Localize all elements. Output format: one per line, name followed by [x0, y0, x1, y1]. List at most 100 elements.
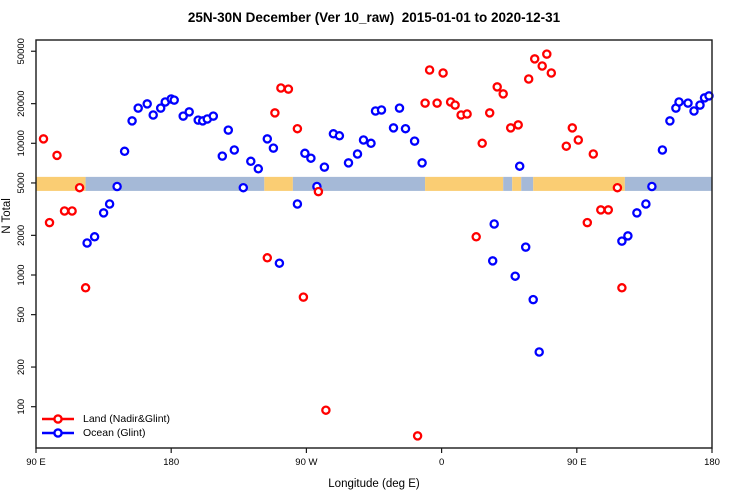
surface-band-ocean [85, 176, 265, 191]
data-point-land [38, 134, 49, 144]
y-tick-label: 100 [16, 399, 27, 415]
data-point-ocean [695, 100, 705, 110]
legend-item-ocean: Ocean (Glint) [41, 426, 170, 440]
y-tick-label: 50000 [16, 38, 27, 64]
y-axis-title: N Total [1, 198, 13, 234]
data-point-ocean [352, 149, 363, 159]
data-point-ocean [400, 123, 411, 134]
data-point-ocean [184, 107, 194, 117]
data-point-land [283, 84, 294, 94]
data-point-ocean [142, 99, 152, 109]
surface-band-land [533, 176, 625, 191]
data-point-ocean [417, 158, 427, 168]
data-point-ocean [510, 271, 520, 281]
data-point-ocean [683, 98, 693, 108]
data-point-ocean [208, 111, 219, 121]
data-point-land [546, 68, 557, 78]
data-point-land [596, 205, 606, 215]
data-point-land [498, 89, 508, 99]
data-point-ocean [534, 347, 544, 357]
surface-band-ocean [503, 176, 513, 191]
x-tick-label: 90 W [295, 457, 317, 468]
surface-band-land [36, 176, 86, 191]
data-point-ocean [358, 135, 369, 145]
data-point-ocean [343, 158, 354, 168]
data-point-land [612, 182, 623, 193]
data-point-land [542, 49, 552, 59]
data-point-ocean [262, 134, 273, 144]
data-point-ocean [223, 125, 234, 135]
data-point-land [462, 109, 472, 119]
data-point-ocean [300, 148, 310, 159]
data-point-land [492, 82, 502, 92]
data-point-ocean [689, 106, 699, 116]
x-tick-label: 0 [439, 457, 444, 468]
data-point-ocean [366, 138, 376, 149]
data-point-land [432, 98, 442, 108]
data-point-ocean [319, 162, 330, 172]
y-tick-label: 5000 [16, 172, 27, 193]
data-point-ocean [334, 131, 345, 141]
data-point-ocean [376, 105, 387, 115]
y-tick-label: 20000 [16, 90, 27, 116]
data-point-ocean [119, 146, 130, 157]
data-point-land [588, 149, 599, 159]
data-point-ocean [253, 164, 264, 174]
x-tick-label: 180 [704, 457, 720, 468]
y-tick-label: 1000 [16, 264, 27, 285]
legend-item-land: Land (Nadir&Glint) [41, 412, 170, 426]
surface-band-ocean [624, 176, 712, 191]
data-point-ocean [268, 143, 279, 153]
legend-label-ocean: Ocean (Glint) [83, 427, 146, 439]
data-point-land [561, 141, 572, 151]
data-point-land [537, 61, 547, 71]
data-point-land [59, 206, 70, 216]
data-point-land [262, 253, 273, 263]
land-marker-icon [42, 414, 74, 424]
data-point-land [438, 68, 448, 78]
data-point-land [321, 405, 331, 415]
data-point-ocean [394, 103, 405, 113]
data-point-ocean [306, 153, 316, 163]
data-point-ocean [217, 151, 228, 161]
data-point-ocean [89, 232, 100, 242]
data-point-ocean [133, 103, 143, 113]
data-point-land [292, 123, 303, 134]
data-point-land [276, 83, 286, 93]
data-point-ocean [632, 208, 642, 218]
data-point-ocean [112, 181, 122, 192]
data-point-land [471, 232, 481, 242]
data-point-land [484, 108, 495, 118]
data-point-ocean [388, 123, 399, 133]
data-point-land [450, 100, 460, 110]
data-point-land [412, 431, 423, 441]
x-tick-label: 90 E [567, 457, 587, 468]
y-tick-label: 10000 [16, 130, 27, 156]
data-point-ocean [238, 182, 249, 193]
data-point-land [477, 138, 487, 149]
x-tick-label: 90 E [26, 457, 46, 468]
surface-band-land [264, 176, 293, 191]
data-point-land [420, 98, 430, 108]
surface-band-ocean [521, 176, 534, 191]
data-point-land [513, 120, 523, 130]
data-point-land [80, 283, 91, 293]
data-point-ocean [178, 111, 188, 121]
data-point-ocean [514, 161, 525, 171]
legend: Land (Nadir&Glint) Ocean (Glint) [41, 412, 170, 440]
data-point-land [573, 135, 584, 145]
data-point-ocean [674, 97, 684, 107]
data-point-land [313, 186, 324, 197]
data-point-ocean [641, 199, 651, 209]
y-tick-label: 200 [16, 359, 27, 375]
plot-border [35, 39, 713, 449]
x-tick-label: 180 [163, 457, 179, 468]
data-point-ocean [489, 219, 499, 229]
data-point-ocean [657, 145, 668, 155]
data-point-ocean [98, 208, 109, 218]
ocean-marker-icon [42, 428, 74, 438]
data-point-land [298, 292, 309, 302]
surface-band-land [512, 176, 522, 191]
